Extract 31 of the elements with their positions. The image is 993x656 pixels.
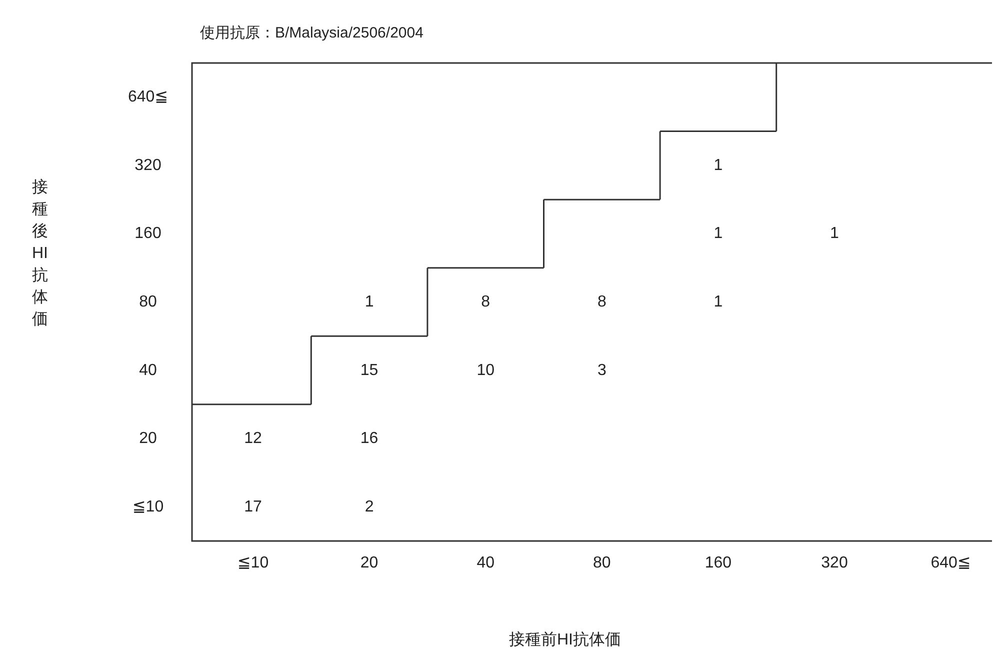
- data-label: 16: [360, 430, 378, 448]
- chart-title: 使用抗原：B/Malaysia/2506/2004: [200, 24, 424, 42]
- x-tick-label: 160: [704, 554, 732, 572]
- data-label: 10: [476, 362, 495, 379]
- x-tick-label: 80: [593, 554, 611, 572]
- y-axis-title: 接種後HI抗体価: [32, 178, 48, 328]
- y-tick-label: 80: [139, 294, 157, 310]
- data-label: 15: [360, 362, 378, 379]
- x-tick-label: 640≦: [930, 554, 971, 572]
- data-label: 2: [364, 498, 374, 516]
- data-label: 1: [830, 225, 840, 242]
- y-tick-label: ≦10: [132, 498, 164, 516]
- x-tick-label: 40: [476, 554, 495, 572]
- y-tick-label: 20: [139, 430, 157, 448]
- x-axis-title: 接種前HI抗体価: [509, 630, 621, 648]
- data-label: 17: [244, 498, 262, 516]
- y-tick-label: 320: [134, 156, 162, 174]
- data-label: 1: [714, 225, 723, 242]
- data-label: 1: [364, 294, 374, 310]
- data-label: 3: [597, 362, 606, 379]
- y-tick-label: 40: [139, 362, 157, 379]
- data-label: 12: [244, 430, 262, 448]
- x-tick-label: 320: [821, 554, 848, 572]
- x-tick-label: 20: [360, 554, 378, 572]
- y-tick-label: 160: [134, 225, 162, 242]
- data-label: 1: [714, 156, 723, 174]
- y-tick-label: 640≦: [128, 88, 168, 106]
- data-label: 1: [714, 294, 723, 310]
- data-label: 8: [481, 294, 490, 310]
- x-tick-label: ≦10: [237, 554, 269, 572]
- data-label: 8: [597, 294, 606, 310]
